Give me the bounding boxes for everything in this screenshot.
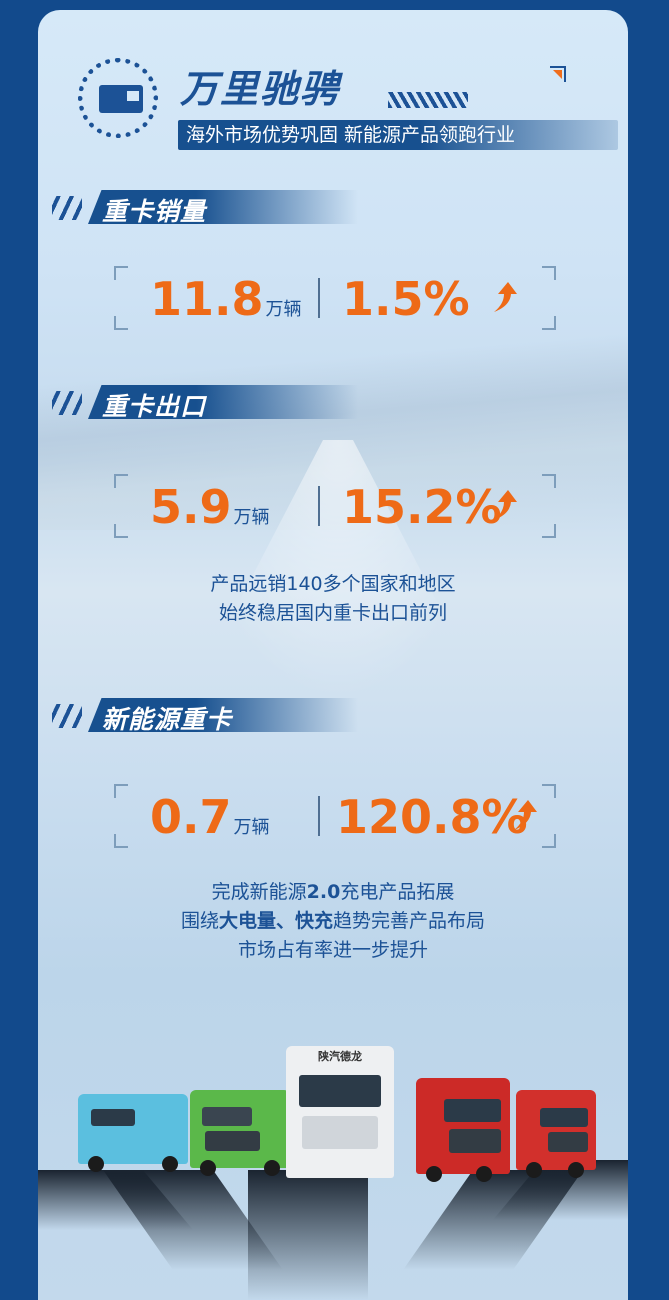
truck-logo-icon <box>78 58 158 138</box>
stat-row-new-energy: 0.7 万辆 120.8% <box>114 784 556 848</box>
desc-line: 完成新能源2.0充电产品拓展 <box>211 881 455 903</box>
stat-growth: 15.2% <box>342 480 502 534</box>
truck-white-delong: 陕汽德龙 <box>286 1046 394 1178</box>
divider <box>318 796 320 836</box>
stat-unit: 万辆 <box>233 507 270 528</box>
stat-row-export: 5.9 万辆 15.2% <box>114 474 556 538</box>
poster-card: 万里驰骋 海外市场优势巩固 新能源产品领跑行业 重卡销量 11.8 万辆 1.5%… <box>38 10 628 1300</box>
stat-unit: 万辆 <box>233 817 270 838</box>
section-title-text: 新能源重卡 <box>102 705 233 734</box>
section-title-sales: 重卡销量 <box>52 190 358 226</box>
truck-green <box>190 1090 290 1176</box>
truck-lineup-image: 陕汽德龙 <box>38 1030 628 1300</box>
export-description: 产品远销140多个国家和地区 始终稳居国内重卡出口前列 <box>38 570 628 628</box>
section-title-new-energy: 新能源重卡 <box>52 698 358 734</box>
stat-value: 5.9 <box>150 480 232 534</box>
stat-value: 0.7 <box>150 790 232 844</box>
arrow-up-icon <box>494 490 517 520</box>
truck-brand-text: 陕汽德龙 <box>318 1050 362 1063</box>
truck-red-1 <box>416 1078 510 1182</box>
stat-value: 11.8 <box>150 272 264 326</box>
stripes-decoration <box>388 92 468 108</box>
stat-unit: 万辆 <box>265 299 302 320</box>
section-title-export: 重卡出口 <box>52 385 358 421</box>
corner-decoration-icon <box>550 66 566 82</box>
desc-line: 围绕大电量、快充趋势完善产品布局 <box>180 910 486 932</box>
desc-line: 市场占有率进一步提升 <box>237 939 428 961</box>
section-title-text: 重卡出口 <box>102 392 207 421</box>
desc-line: 始终稳居国内重卡出口前列 <box>218 602 447 624</box>
truck-blue <box>78 1094 188 1172</box>
divider <box>318 486 320 526</box>
arrow-up-icon <box>514 800 537 830</box>
page-title: 万里驰骋 <box>180 67 341 111</box>
stat-growth: 1.5% <box>342 272 470 326</box>
page-subtitle: 海外市场优势巩固 新能源产品领跑行业 <box>178 120 618 150</box>
divider <box>318 278 320 318</box>
section-title-text: 重卡销量 <box>102 197 207 226</box>
truck-red-2 <box>516 1090 596 1178</box>
new-energy-description: 完成新能源2.0充电产品拓展 围绕大电量、快充趋势完善产品布局 市场占有率进一步… <box>38 878 628 965</box>
stat-growth: 120.8% <box>336 790 528 844</box>
desc-line: 产品远销140多个国家和地区 <box>210 573 456 595</box>
stat-row-sales: 11.8 万辆 1.5% <box>114 266 556 330</box>
arrow-up-icon <box>494 282 517 312</box>
